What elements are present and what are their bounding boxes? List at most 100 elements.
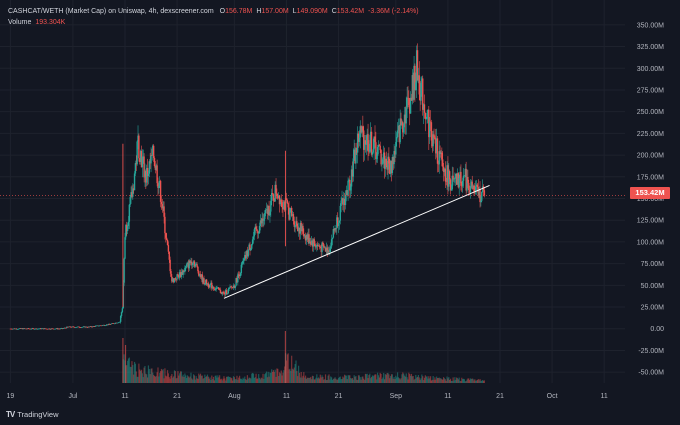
candle-body — [389, 163, 391, 174]
volume-bar — [479, 379, 481, 383]
candle-body — [344, 194, 347, 206]
candle-body — [219, 289, 222, 294]
candle-body — [125, 224, 127, 238]
candle-body — [410, 97, 413, 101]
volume-bar — [243, 378, 245, 383]
volume-bar — [225, 380, 227, 383]
candle-body — [183, 270, 185, 272]
volume-bar — [282, 372, 284, 383]
volume-bar — [324, 374, 327, 383]
candle-body — [308, 234, 310, 244]
tradingview-brand[interactable]: TV TradingView — [6, 410, 59, 419]
volume-bar — [404, 376, 406, 383]
volume-bar — [328, 374, 330, 383]
candle-body — [45, 328, 47, 330]
candle-body — [468, 190, 471, 193]
volume-bar — [175, 378, 177, 383]
volume-bar — [438, 377, 440, 383]
candle-body — [27, 328, 30, 329]
volume-bar — [411, 376, 413, 383]
price-tick-label: -25.00M — [638, 348, 664, 355]
candle-body — [162, 206, 164, 209]
candle-body — [145, 171, 147, 183]
volume-bar — [213, 380, 216, 383]
candle-body — [323, 247, 326, 249]
candle-body — [146, 167, 148, 183]
candle-body — [303, 233, 305, 237]
candle-body — [386, 165, 388, 170]
volume-bar — [237, 379, 239, 383]
candle-body — [351, 169, 354, 177]
candle-body — [151, 155, 153, 156]
volume-bar — [376, 379, 378, 383]
candle-body — [359, 126, 361, 138]
candle-body — [115, 322, 118, 324]
volume-bar — [359, 377, 361, 383]
volume-bar — [143, 367, 145, 383]
volume-bar — [123, 354, 125, 383]
candle-body — [426, 113, 428, 119]
candle-body — [461, 185, 463, 187]
support-trendline[interactable] — [223, 185, 490, 299]
candle-body — [208, 286, 210, 288]
price-tick-label: 275.00M — [637, 87, 664, 94]
candle-body — [190, 261, 192, 264]
candle-body — [483, 190, 486, 196]
volume-bar — [402, 372, 404, 383]
candle-body — [224, 292, 226, 295]
volume-bar — [335, 378, 337, 383]
volume-bar — [218, 377, 220, 383]
candle-body — [197, 266, 199, 272]
candle-body — [310, 241, 312, 245]
volume-bar — [419, 379, 421, 383]
volume-bar — [217, 375, 219, 383]
volume-bar — [444, 379, 446, 383]
volume-bar — [373, 375, 375, 383]
candle-body — [154, 165, 157, 170]
candle-body — [72, 326, 74, 328]
volume-bar — [351, 378, 354, 383]
volume-bar — [430, 380, 433, 383]
volume-bar — [396, 377, 398, 383]
candle-body — [67, 326, 70, 328]
candle-body — [26, 328, 28, 330]
candle-body — [326, 247, 328, 255]
volume-bar — [142, 377, 144, 383]
volume-bar — [138, 363, 140, 383]
candle-body — [270, 200, 272, 212]
candle-body — [362, 126, 364, 131]
low-value: 149.090M — [296, 8, 328, 15]
candle-body — [339, 205, 341, 221]
candle-body — [373, 136, 375, 150]
candle-body — [243, 258, 245, 262]
volume-bar — [225, 376, 228, 383]
candle-body — [343, 198, 345, 205]
volume-bar — [287, 353, 289, 383]
candle-body — [164, 216, 166, 234]
volume-bar — [432, 376, 434, 383]
volume-bar — [311, 379, 313, 383]
candle-body — [165, 237, 168, 240]
candle-body — [218, 287, 220, 290]
volume-bar — [159, 372, 161, 383]
candle-body — [150, 155, 152, 164]
candle-body — [77, 326, 79, 328]
candle-body — [225, 290, 228, 295]
candlesticks — [9, 43, 486, 330]
candle-body — [21, 328, 24, 330]
candle-body — [248, 244, 250, 250]
candle-body — [196, 264, 198, 267]
volume-bar — [185, 375, 187, 383]
volume-bar — [279, 373, 281, 383]
candle-body — [30, 328, 32, 330]
volume-bar — [307, 377, 309, 383]
volume-bar — [309, 378, 311, 383]
candle-body — [110, 323, 112, 325]
volume-bar — [211, 375, 213, 383]
volume-bar — [378, 377, 380, 383]
volume-bar — [338, 377, 341, 383]
candle-body — [229, 286, 231, 289]
volume-bar — [381, 379, 383, 383]
volume-bar — [436, 376, 438, 383]
